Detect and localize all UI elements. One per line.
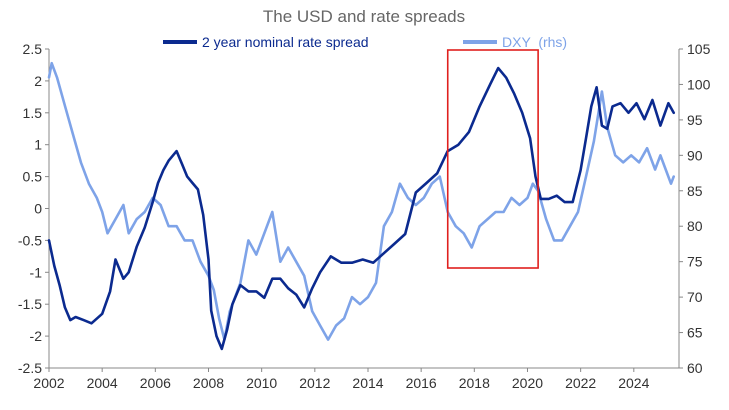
- left-tick-label: -2.5: [18, 360, 42, 376]
- left-tick-label: 0.5: [23, 169, 43, 185]
- highlight-box: [446, 49, 539, 269]
- right-tick-label: 60: [687, 360, 703, 376]
- left-tick-label: -1.5: [18, 296, 42, 312]
- x-tick-label: 2004: [87, 375, 118, 391]
- x-tick-label: 2002: [33, 375, 64, 391]
- x-tick-label: 2020: [512, 375, 543, 391]
- x-tick-label: 2018: [459, 375, 490, 391]
- right-tick-label: 105: [687, 41, 711, 57]
- series-layer: [47, 61, 675, 351]
- left-tick-label: 2.5: [23, 41, 43, 57]
- x-tick-label: 2014: [352, 375, 383, 391]
- left-tick-label: 2: [34, 73, 42, 89]
- right-tick-label: 100: [687, 76, 711, 92]
- x-tick-label: 2022: [565, 375, 596, 391]
- x-tick-label: 2006: [140, 375, 171, 391]
- left-tick-label: 1.5: [23, 105, 43, 121]
- left-tick-label: 1: [34, 137, 42, 153]
- x-tick-label: 2024: [618, 375, 649, 391]
- legend-label-dxy: DXY (rhs): [502, 34, 567, 50]
- legend: 2 year nominal rate spread DXY (rhs): [163, 34, 567, 50]
- x-tick-label: 2016: [406, 375, 437, 391]
- series-line-dxy: [47, 61, 675, 341]
- left-tick-label: 0: [34, 201, 42, 217]
- right-tick-label: 95: [687, 112, 703, 128]
- right-tick-label: 70: [687, 289, 703, 305]
- right-tick-label: 80: [687, 218, 703, 234]
- left-tick-label: -0.5: [18, 232, 42, 248]
- right-tick-label: 90: [687, 147, 703, 163]
- right-tick-label: 65: [687, 325, 703, 341]
- chart-title: The USD and rate spreads: [263, 7, 465, 26]
- x-tick-label: 2012: [299, 375, 330, 391]
- left-tick-label: -1: [30, 264, 43, 280]
- highlight-layer: [446, 49, 539, 269]
- left-tick-label: -2: [30, 328, 43, 344]
- right-tick-label: 75: [687, 254, 703, 270]
- axes: 2.5 2 1.5 1 0.5 0 -0.5 -1 -1.5 -2 -2.5 105 100 95 90 85…: [18, 41, 711, 391]
- x-tick-label: 2008: [193, 375, 224, 391]
- x-tick-label: 2010: [246, 375, 277, 391]
- series-line-rate-spread: [47, 66, 675, 351]
- right-tick-label: 85: [687, 183, 703, 199]
- legend-label-spread: 2 year nominal rate spread: [202, 34, 369, 50]
